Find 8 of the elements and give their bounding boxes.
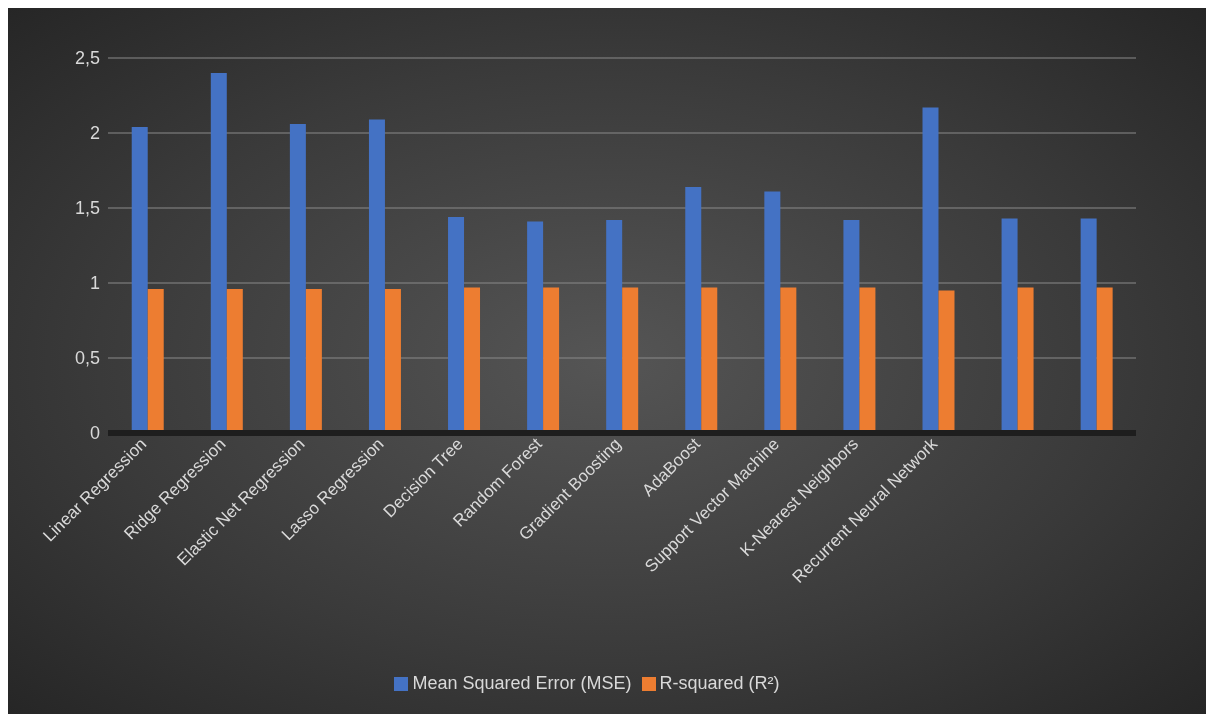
legend-label: R-squared (R²)	[659, 673, 780, 693]
legend-label: Mean Squared Error (MSE)	[412, 673, 632, 693]
y-tick-label: 0,5	[74, 348, 100, 369]
y-tick-label: 1	[89, 273, 100, 294]
y-tick-label: 2	[89, 123, 100, 144]
y-tick-label: 1,5	[74, 198, 100, 219]
y-tick-label: 2,5	[74, 48, 100, 69]
y-tick-label: 0	[89, 423, 100, 444]
